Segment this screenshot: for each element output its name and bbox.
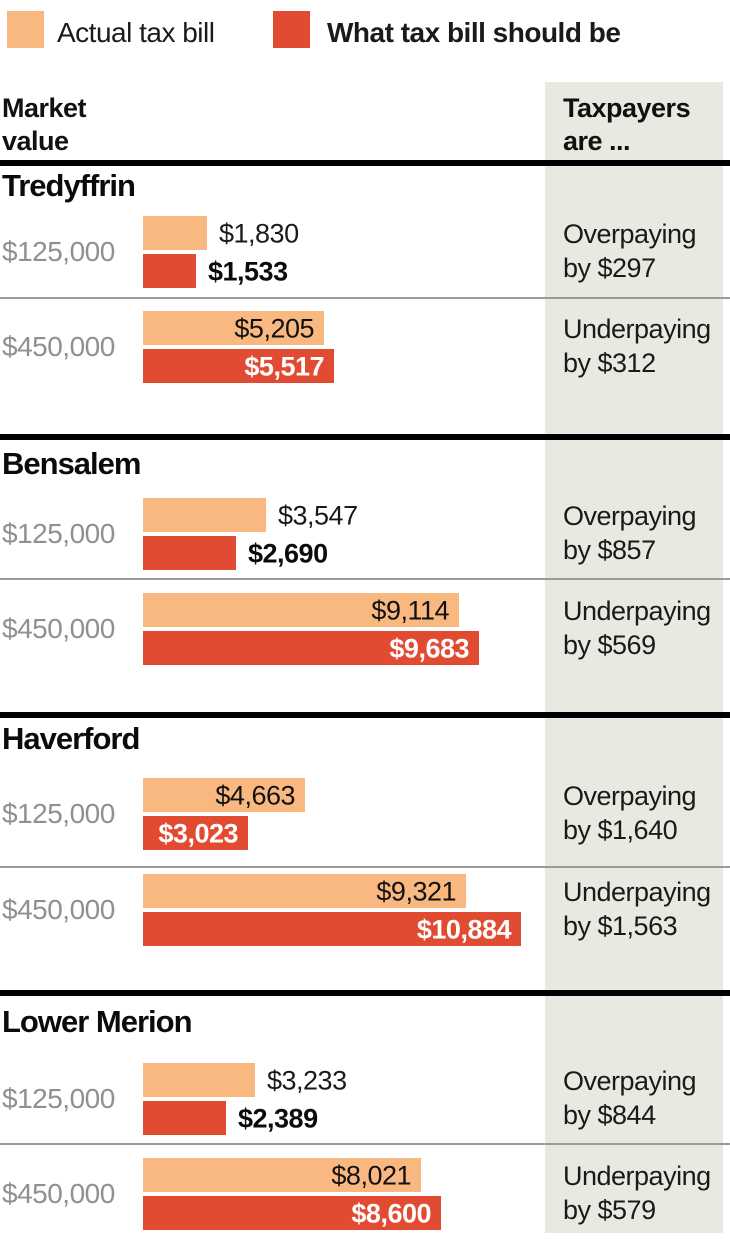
taxpayers-header-line2: are ...	[563, 126, 631, 156]
taxpayer-note: Overpaying by $844	[563, 1064, 728, 1132]
taxpayer-note-line2: by $579	[563, 1195, 656, 1225]
should-bar-value-label: $9,683	[389, 633, 469, 664]
taxpayer-note-line1: Underpaying	[563, 596, 711, 626]
taxpayer-note-line1: Overpaying	[563, 781, 697, 811]
section-title: Tredyffrin	[2, 168, 136, 203]
taxpayer-note-line1: Overpaying	[563, 1066, 697, 1096]
should-bar	[143, 349, 334, 383]
actual-bar-value-label: $3,547	[278, 500, 358, 531]
taxpayer-note-line1: Overpaying	[563, 501, 697, 531]
market-value-label: $450,000	[2, 331, 115, 362]
taxpayer-note-line2: by $569	[563, 630, 656, 660]
should-bar-value-label: $1,533	[208, 256, 288, 287]
taxpayer-note-line2: by $1,563	[563, 911, 678, 941]
taxpayer-note: Underpaying by $569	[563, 594, 728, 662]
section-title: Haverford	[2, 721, 140, 756]
section-divider	[0, 990, 730, 996]
actual-bar	[143, 778, 305, 812]
section-title: Bensalem	[2, 446, 141, 481]
taxpayer-note-line1: Underpaying	[563, 314, 711, 344]
should-bar-value-label: $8,600	[351, 1198, 431, 1229]
market-value-header-line2: value	[2, 126, 69, 156]
market-value-column-header: Market value	[2, 92, 87, 158]
should-bar	[143, 631, 479, 665]
actual-bar-value-label: $5,205	[234, 313, 314, 344]
taxpayer-note-line2: by $312	[563, 348, 656, 378]
taxpayer-note-line1: Overpaying	[563, 219, 697, 249]
market-value-label: $450,000	[2, 1178, 115, 1209]
market-value-label: $450,000	[2, 613, 115, 644]
section-divider	[0, 434, 730, 440]
actual-bar-value-label: $8,021	[331, 1160, 411, 1191]
should-bar	[143, 1101, 226, 1135]
market-value-label: $450,000	[2, 894, 115, 925]
row-separator	[0, 297, 730, 299]
section-title: Lower Merion	[2, 1004, 193, 1039]
should-bar	[143, 912, 521, 946]
actual-bar	[143, 498, 266, 532]
taxpayer-note-line2: by $857	[563, 535, 656, 565]
taxpayer-note: Overpaying by $297	[563, 217, 728, 285]
actual-bar-value-label: $4,663	[215, 780, 295, 811]
taxpayers-column-header: Taxpayers are ...	[563, 92, 691, 158]
should-bar-value-label: $2,690	[248, 538, 328, 569]
should-bar-value-label: $5,517	[244, 351, 324, 382]
actual-bar	[143, 311, 324, 345]
taxpayer-note-line1: Underpaying	[563, 877, 711, 907]
legend-label-actual: Actual tax bill	[57, 17, 215, 48]
legend-swatch-actual	[7, 11, 44, 48]
actual-bar-value-label: $9,114	[371, 595, 449, 626]
actual-bar-value-label: $9,321	[376, 876, 456, 907]
should-bar	[143, 536, 236, 570]
should-bar	[143, 816, 248, 850]
row-separator	[0, 1143, 730, 1145]
taxpayer-note-line2: by $844	[563, 1100, 656, 1130]
market-value-label: $125,000	[2, 518, 115, 549]
market-value-header-line1: Market	[2, 93, 87, 123]
section-divider	[0, 160, 730, 166]
legend-label-should: What tax bill should be	[327, 17, 621, 48]
should-bar-value-label: $10,884	[416, 914, 512, 945]
taxpayer-note: Underpaying by $312	[563, 312, 728, 380]
should-bar-value-label: $3,023	[158, 818, 238, 849]
section-divider	[0, 712, 730, 718]
taxpayers-header-line1: Taxpayers	[563, 93, 691, 123]
actual-bar	[143, 216, 207, 250]
taxpayer-note-line1: Underpaying	[563, 1161, 711, 1191]
taxpayers-column-background	[545, 82, 723, 1233]
should-bar-value-label: $2,389	[238, 1103, 318, 1134]
market-value-label: $125,000	[2, 798, 115, 829]
taxpayer-note: Overpaying by $857	[563, 499, 728, 567]
actual-bar	[143, 593, 459, 627]
legend-swatch-should	[273, 11, 310, 48]
row-separator	[0, 866, 730, 868]
market-value-label: $125,000	[2, 236, 115, 267]
taxpayer-note: Underpaying by $1,563	[563, 875, 728, 943]
actual-bar-value-label: $1,830	[219, 218, 299, 249]
taxpayer-note: Underpaying by $579	[563, 1159, 728, 1227]
row-separator	[0, 578, 730, 580]
actual-bar	[143, 1063, 255, 1097]
taxpayer-note-line2: by $1,640	[563, 815, 678, 845]
should-bar	[143, 254, 196, 288]
should-bar	[143, 1196, 441, 1230]
taxpayer-note: Overpaying by $1,640	[563, 779, 728, 847]
actual-bar-value-label: $3,233	[267, 1065, 347, 1096]
market-value-label: $125,000	[2, 1083, 115, 1114]
actual-bar	[143, 1158, 421, 1192]
taxpayer-note-line2: by $297	[563, 253, 656, 283]
actual-bar	[143, 874, 466, 908]
